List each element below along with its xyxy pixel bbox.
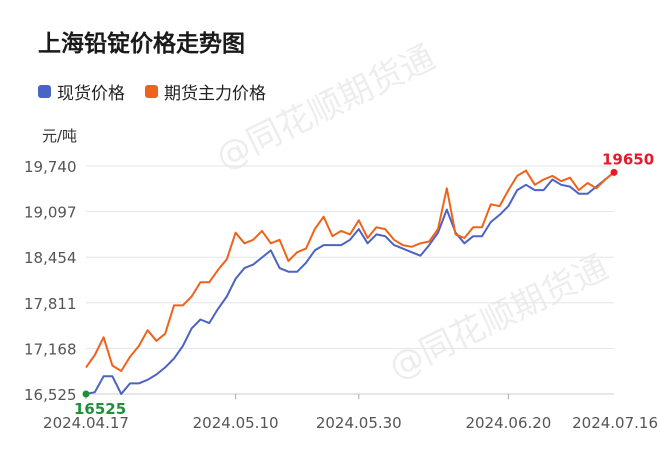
- y-tick-label: 18,454: [24, 249, 77, 267]
- legend-swatch-futures: [145, 85, 158, 98]
- x-tick-label: 2024.07.16: [572, 414, 658, 432]
- y-tick-label: 19,097: [24, 204, 77, 222]
- y-tick-label: 16,525: [24, 386, 77, 404]
- y-axis-label: 元/吨: [42, 127, 77, 145]
- legend-swatch-spot: [38, 85, 51, 98]
- series-line-spot: [85, 171, 615, 395]
- y-tick-label: 19,740: [24, 158, 77, 176]
- legend-label-futures: 期货主力价格: [164, 84, 266, 104]
- legend-label-spot: 现货价格: [57, 84, 125, 104]
- series-line-futures: [85, 169, 615, 372]
- x-tick-label: 2024.05.10: [193, 414, 279, 432]
- start-value-label: 16525: [74, 400, 126, 418]
- y-tick-label: 17,168: [24, 340, 77, 358]
- y-tick-label: 17,811: [24, 295, 77, 313]
- chart-legend: 现货价格 期货主力价格: [38, 79, 266, 104]
- end-point-marker: [610, 168, 618, 176]
- end-value-label: 19650: [602, 150, 654, 168]
- chart-title: 上海铅锭价格走势图: [38, 31, 245, 57]
- x-tick-label: 2024.04.17: [43, 414, 129, 432]
- legend-item-futures[interactable]: 期货主力价格: [145, 79, 266, 104]
- x-tick-label: 2024.05.30: [316, 414, 402, 432]
- x-tick-label: 2024.06.20: [465, 414, 551, 432]
- legend-item-spot[interactable]: 现货价格: [38, 79, 125, 104]
- start-point-marker: [82, 390, 90, 398]
